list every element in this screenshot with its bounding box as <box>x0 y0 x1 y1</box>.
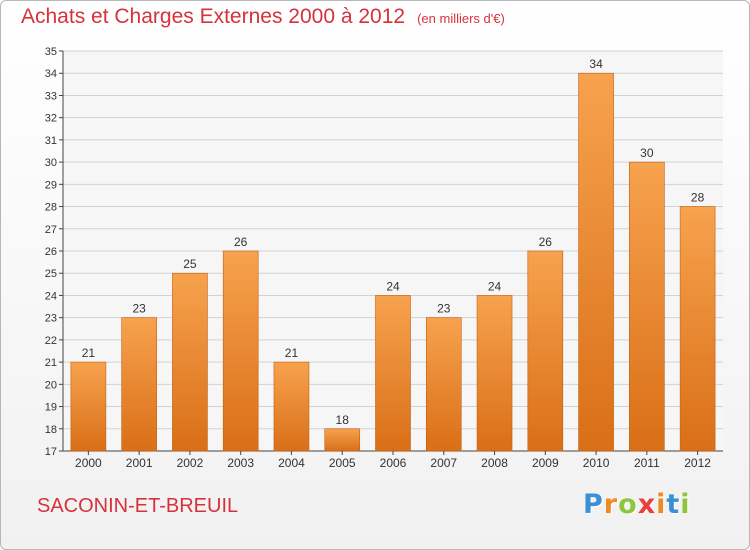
x-tick-label: 2010 <box>583 456 610 470</box>
x-tick-label: 2009 <box>532 456 559 470</box>
bar <box>222 250 259 452</box>
y-tick-label: 34 <box>45 68 57 80</box>
x-tick-label: 2004 <box>278 456 305 470</box>
data-label: 26 <box>234 235 248 249</box>
y-tick-label: 27 <box>45 224 57 236</box>
chart-unit: (en milliers d'€) <box>417 11 505 26</box>
bar <box>578 72 614 452</box>
y-tick-label: 25 <box>45 268 57 280</box>
x-tick-label: 2000 <box>75 456 102 470</box>
data-label: 26 <box>539 235 553 249</box>
x-tick-label: 2006 <box>380 456 407 470</box>
bar <box>70 361 107 452</box>
y-tick-label: 21 <box>45 357 57 369</box>
proxiti-logo[interactable]: Proxiti <box>583 489 691 520</box>
bar <box>679 206 716 452</box>
y-tick-label: 24 <box>45 290 57 302</box>
x-tick-label: 2003 <box>227 456 254 470</box>
commune-name: SACONIN-ET-BREUIL <box>37 495 239 517</box>
y-tick-label: 18 <box>45 424 57 436</box>
bar <box>375 295 411 452</box>
y-tick-label: 32 <box>45 113 57 125</box>
x-tick-label: 2001 <box>126 456 153 470</box>
x-tick-label: 2011 <box>634 456 660 470</box>
data-label: 24 <box>488 279 502 293</box>
logo-letter: i <box>656 489 667 520</box>
y-tick-label: 23 <box>45 313 57 325</box>
bar <box>273 361 310 452</box>
data-label: 24 <box>386 279 400 293</box>
x-tick-label: 2008 <box>481 456 508 470</box>
logo-letter: x <box>637 489 657 520</box>
y-tick-label: 26 <box>45 246 57 258</box>
data-label: 28 <box>691 191 705 205</box>
y-tick-label: 28 <box>45 202 57 214</box>
chart-title-text: Achats et Charges Externes 2000 à 2012 <box>21 5 406 28</box>
x-tick-label: 2005 <box>329 456 356 470</box>
logo-letter: i <box>680 489 691 520</box>
data-label: 21 <box>285 346 299 360</box>
data-label: 25 <box>183 257 197 271</box>
bar <box>172 272 208 452</box>
bar <box>121 317 157 452</box>
y-tick-label: 29 <box>45 179 57 191</box>
bar <box>629 161 665 452</box>
y-tick-label: 35 <box>45 46 57 58</box>
y-tick-label: 22 <box>45 335 57 347</box>
bar <box>527 250 564 452</box>
bar <box>425 317 462 452</box>
y-tick-label: 20 <box>45 379 57 391</box>
y-tick-label: 30 <box>45 157 57 169</box>
data-label: 23 <box>132 302 146 316</box>
y-tick-label: 31 <box>45 135 57 147</box>
y-tick-label: 17 <box>45 446 57 458</box>
logo-letter: o <box>618 489 638 520</box>
y-tick-label: 33 <box>45 90 57 102</box>
x-tick-label: 2007 <box>430 456 457 470</box>
data-label: 34 <box>589 57 603 71</box>
bar <box>476 295 513 452</box>
x-tick-label: 2002 <box>177 456 204 470</box>
y-tick-label: 19 <box>45 402 57 414</box>
chart-title: Achats et Charges Externes 2000 à 2012 (e… <box>21 5 505 29</box>
data-label: 18 <box>336 413 350 427</box>
data-label: 23 <box>437 302 451 316</box>
data-label: 30 <box>640 146 654 160</box>
x-tick-label: 2012 <box>684 456 711 470</box>
logo-letter: r <box>603 489 619 520</box>
bar <box>324 428 361 452</box>
logo-letter: t <box>666 489 681 520</box>
data-label: 21 <box>82 346 96 360</box>
logo-letter: P <box>583 489 604 520</box>
